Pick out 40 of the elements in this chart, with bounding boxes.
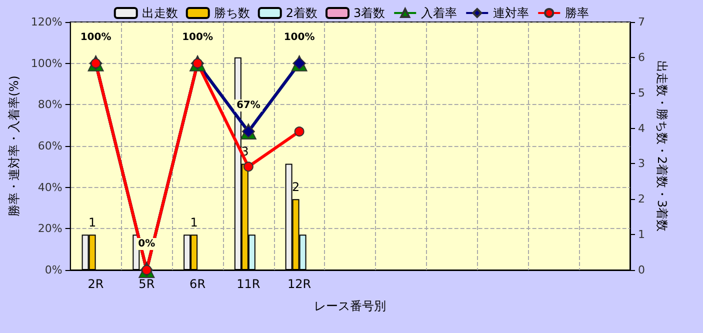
legend-label: 3着数	[354, 6, 386, 20]
x-tick-label: 12R	[287, 277, 312, 291]
y-tick-label: 120%	[30, 16, 62, 28]
y2-tick-label: 1	[638, 228, 645, 242]
x-tick-label: 5R	[138, 277, 155, 291]
x-tick-label: 11R	[236, 277, 260, 291]
data-label: 100%	[80, 32, 112, 43]
y2-tick-label: 0	[638, 264, 645, 276]
y2-tick-label: 4	[638, 122, 645, 135]
data-label: 1	[88, 216, 96, 230]
legend-label: 入着率	[421, 6, 458, 20]
data-label: 100%	[182, 32, 213, 43]
y2-tick-label: 2	[638, 192, 645, 206]
y-tick-label: 100%	[30, 56, 62, 70]
y-tick-label: 20%	[38, 222, 62, 236]
legend-label: 連対率	[493, 6, 530, 20]
data-label: 2	[292, 180, 300, 194]
x-tick-label: 6R	[190, 277, 206, 291]
y-axis-title: 勝率・連対率・入着率(%)	[7, 76, 21, 216]
data-label: 1	[190, 216, 198, 230]
legend-label: 出走数	[142, 6, 178, 20]
point	[294, 126, 304, 137]
y2-tick-label: 6	[638, 50, 645, 64]
legend-label: 2着数	[286, 6, 318, 20]
y2-tick-label: 3	[638, 157, 645, 170]
data-label: 0%	[138, 238, 156, 250]
y-tick-label: 0%	[44, 264, 62, 276]
x-axis-title: レース番号別	[314, 299, 386, 313]
y-tick-label: 80%	[38, 98, 62, 112]
legend-label: 勝率	[565, 6, 590, 20]
y2-tick-label: 5	[638, 86, 645, 100]
y-tick-label: 60%	[38, 140, 62, 152]
y2-axis-title: 出走数・勝ち数・2着数・3着数	[655, 60, 669, 232]
x-tick-label: 2R	[88, 277, 104, 291]
point	[243, 162, 254, 172]
data-label: 67%	[236, 100, 260, 112]
legend-label: 勝ち数	[214, 6, 250, 20]
y2-tick-label: 7	[638, 16, 645, 28]
y-tick-label: 40%	[38, 180, 62, 194]
data-label: 100%	[284, 32, 315, 43]
